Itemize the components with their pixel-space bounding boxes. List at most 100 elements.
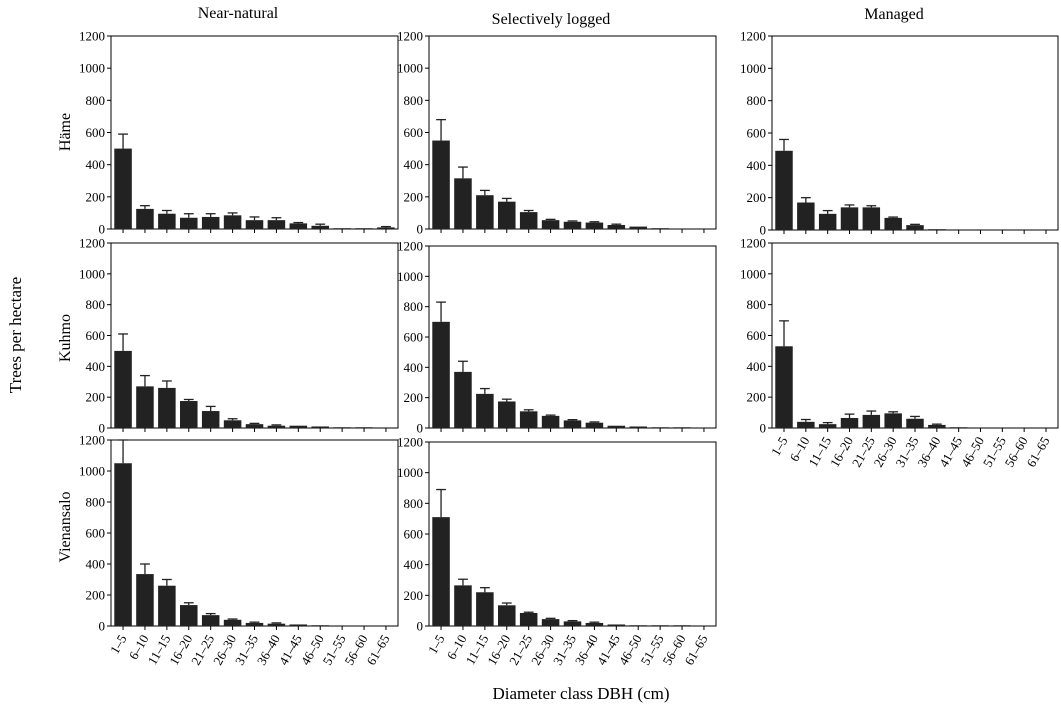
y-tick-label: 400 <box>404 360 424 375</box>
bar <box>884 217 902 230</box>
y-tick-label: 1200 <box>79 433 105 448</box>
panel-frame <box>110 35 399 230</box>
bar <box>519 612 538 626</box>
y-tick-label: 600 <box>404 527 424 542</box>
bar <box>818 424 837 428</box>
panel-0: 0 200 400 600 800 1000 1200 <box>79 29 399 237</box>
bar <box>267 623 286 626</box>
bar <box>541 220 560 229</box>
bar <box>136 574 154 626</box>
bar <box>775 346 793 428</box>
bar <box>114 350 132 428</box>
y-tick-label: 200 <box>404 588 424 603</box>
bar <box>541 415 560 428</box>
y-tick-label: 800 <box>86 93 106 108</box>
y-tick-label: 0 <box>99 619 106 634</box>
y-tick-label: 600 <box>404 330 424 345</box>
bar <box>201 615 220 626</box>
bar <box>454 585 472 626</box>
bar <box>245 424 264 428</box>
y-tick-label: 0 <box>99 222 106 237</box>
panel-1: 0 200 400 600 800 1000 1200 <box>397 29 717 237</box>
bar <box>651 427 669 428</box>
bar <box>673 427 691 428</box>
panel-frame <box>110 439 399 627</box>
bar <box>476 195 494 229</box>
bar <box>607 224 626 229</box>
y-tick-label: 800 <box>404 496 424 511</box>
row-label-hame: Häme <box>57 113 74 151</box>
y-tick-label: 0 <box>99 421 106 436</box>
bar <box>454 178 472 229</box>
bar <box>818 213 837 230</box>
bar <box>355 427 373 428</box>
bar <box>563 221 582 229</box>
bar <box>840 417 859 428</box>
y-tick-label: 0 <box>417 222 424 237</box>
bar <box>775 150 793 230</box>
bar <box>949 427 968 428</box>
bar <box>289 223 308 229</box>
y-tick-label: 1000 <box>740 266 766 281</box>
bar <box>158 585 176 626</box>
y-tick-label: 200 <box>86 189 106 204</box>
column-title-selectively-logged: Selectively logged <box>492 11 611 28</box>
bar <box>563 621 582 626</box>
bar <box>629 426 647 428</box>
bar <box>180 401 198 428</box>
y-tick-label: 800 <box>86 495 106 510</box>
bar <box>928 229 946 230</box>
panel-frame <box>428 245 717 429</box>
bar <box>862 207 881 230</box>
bar <box>476 592 494 626</box>
y-tick-label: 1000 <box>397 269 423 284</box>
y-tick-label: 0 <box>417 421 424 436</box>
y-tick-label: 600 <box>747 126 767 141</box>
bar <box>311 426 329 428</box>
bar <box>862 414 881 428</box>
bar <box>114 148 132 229</box>
bar <box>267 220 286 229</box>
y-tick-label: 400 <box>86 359 106 374</box>
bar <box>223 420 242 428</box>
y-tick-label: 1000 <box>79 61 105 76</box>
y-tick-label: 800 <box>747 297 767 312</box>
bar <box>629 226 647 229</box>
bar <box>928 424 946 428</box>
bar <box>585 422 604 428</box>
panel-7: 0200400600800100012001–56–1011–1516–2021… <box>397 435 717 668</box>
y-tick-label: 1000 <box>79 266 105 281</box>
bar <box>136 208 154 229</box>
y-tick-label: 400 <box>404 157 424 172</box>
y-tick-label: 600 <box>86 125 106 140</box>
bar <box>906 418 924 428</box>
bar <box>797 202 815 230</box>
y-tick-label: 400 <box>86 157 106 172</box>
y-tick-label: 1200 <box>397 435 423 450</box>
bar <box>585 222 604 229</box>
bar <box>333 228 351 229</box>
bar <box>476 393 494 428</box>
y-tick-label: 200 <box>747 190 767 205</box>
y-tick-label: 200 <box>86 390 106 405</box>
bar <box>498 201 516 229</box>
bar <box>245 622 264 626</box>
bar <box>432 321 450 428</box>
y-tick-label: 1000 <box>740 61 766 76</box>
bar <box>651 625 669 626</box>
bar <box>519 411 538 428</box>
bar <box>498 401 516 428</box>
x-tick-label: 61–65 <box>681 632 710 668</box>
row-label-vienansalo: Vienansalo <box>57 491 74 562</box>
bar <box>607 425 626 428</box>
y-tick-label: 200 <box>404 189 424 204</box>
y-tick-label: 1200 <box>397 239 423 254</box>
y-tick-label: 800 <box>86 297 106 312</box>
y-tick-label: 800 <box>404 299 424 314</box>
column-title-managed: Managed <box>864 6 924 23</box>
x-tick-label: 61–65 <box>1023 434 1052 470</box>
bar <box>136 386 154 428</box>
y-tick-label: 1000 <box>397 465 423 480</box>
chart-panels: 0200400600800100012000200400600800100012… <box>79 29 1059 668</box>
bar <box>289 624 308 626</box>
